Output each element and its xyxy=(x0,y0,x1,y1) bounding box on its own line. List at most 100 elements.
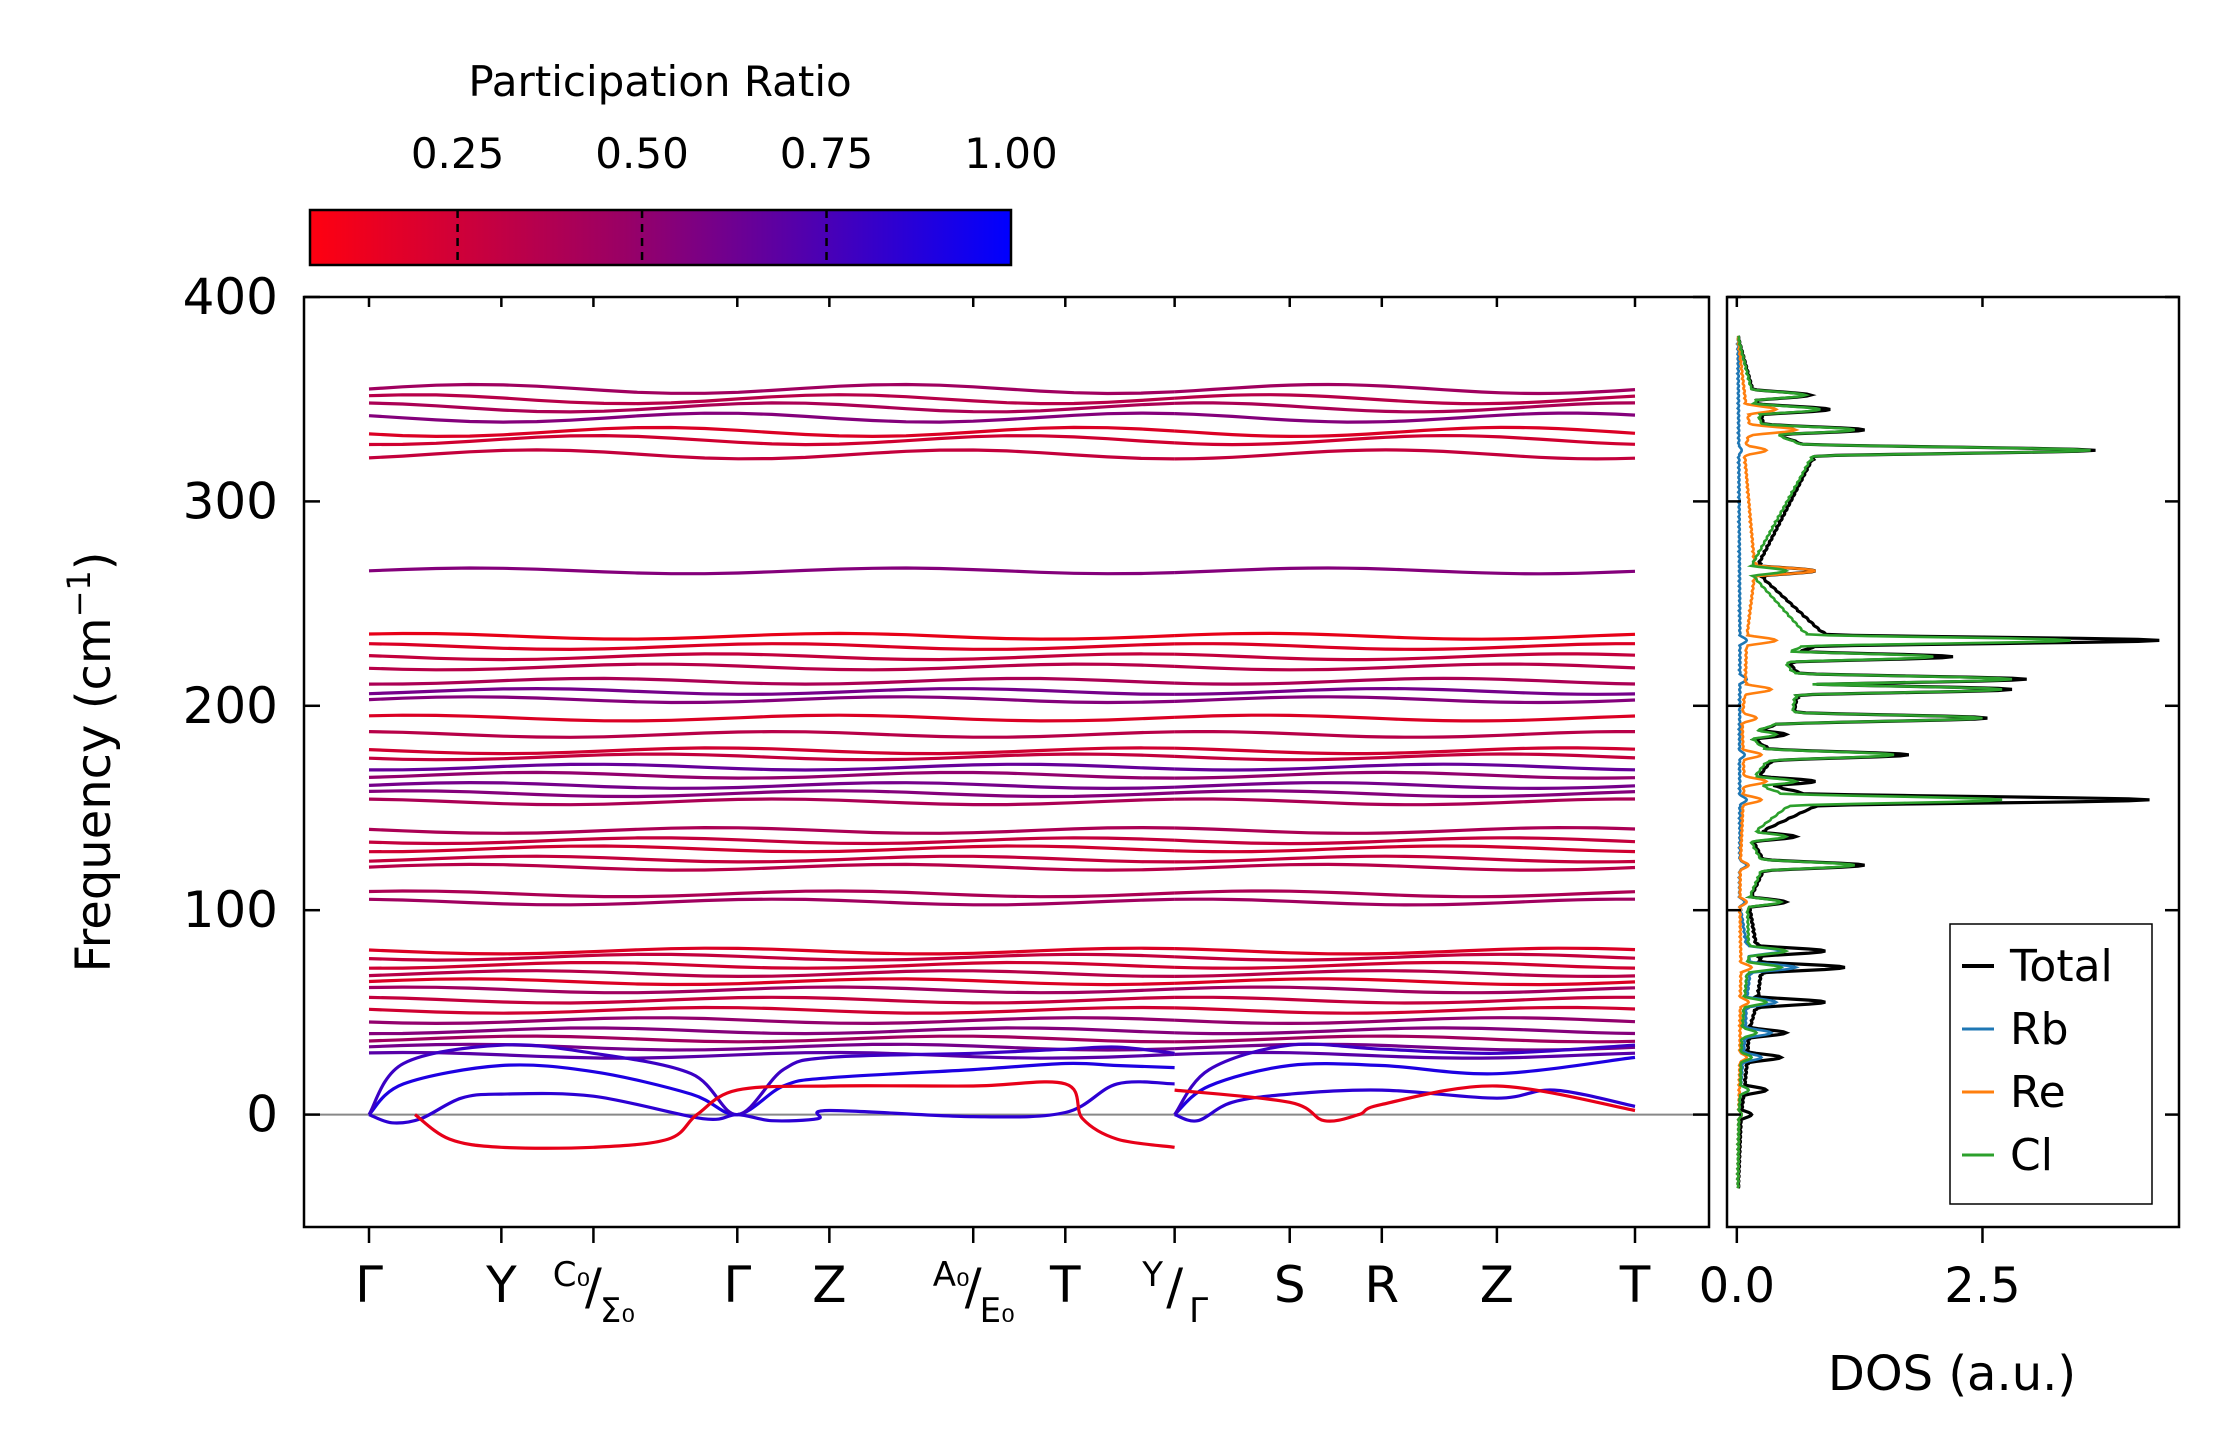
optical-band xyxy=(1174,1026,1636,1036)
colorbar-tick-label: 0.50 xyxy=(595,129,689,178)
colorbar: Participation Ratio 0.25 0.50 0.75 1.00 xyxy=(308,57,1058,267)
dos-curve-re xyxy=(1735,335,1816,1189)
optical-band xyxy=(1174,746,1636,756)
dos-x-ticks: 0.0 2.5 xyxy=(1699,297,2021,1314)
kpoint-label: Z xyxy=(812,1256,846,1314)
kpoint-label: Γ xyxy=(355,1256,383,1314)
optical-band xyxy=(368,686,1175,696)
dos-x-tick-label: 0.0 xyxy=(1699,1258,1775,1314)
optical-band xyxy=(368,729,1175,739)
kpoint-label-slash: / xyxy=(1166,1258,1183,1316)
acoustic-band xyxy=(367,1043,1175,1117)
dos-y-ticks xyxy=(1727,295,2179,1116)
optical-band xyxy=(368,566,1175,576)
dos-x-tick-label: 2.5 xyxy=(1944,1258,2020,1314)
colorbar-tick-label: 0.25 xyxy=(411,129,505,178)
optical-band xyxy=(368,780,1175,791)
optical-band xyxy=(1174,382,1636,396)
band-lines xyxy=(305,382,1708,1150)
optical-band xyxy=(368,797,1175,807)
ylabel-main: Frequency (cm xyxy=(66,617,122,972)
optical-band xyxy=(368,425,1175,439)
band-axes-frame xyxy=(302,295,1711,1229)
optical-band xyxy=(368,977,1175,987)
optical-band xyxy=(368,952,1175,962)
band-y-tick-label: 0 xyxy=(246,1086,278,1144)
kpoint-label-top: C₀ xyxy=(553,1255,590,1295)
optical-band xyxy=(368,642,1175,652)
optical-band xyxy=(1174,1005,1636,1015)
acoustic-band xyxy=(368,1080,1175,1125)
optical-band xyxy=(1174,752,1636,762)
optical-band xyxy=(368,862,1175,872)
optical-band xyxy=(368,393,1175,406)
optical-band xyxy=(368,770,1175,780)
optical-band xyxy=(368,897,1175,907)
optical-band xyxy=(368,433,1175,447)
optical-band xyxy=(1174,960,1636,970)
dos-lines xyxy=(1735,335,2160,1189)
optical-band xyxy=(368,1016,1175,1026)
band-y-tick-label: 100 xyxy=(183,881,278,939)
dos-x-axis-label: DOS (a.u.) xyxy=(1828,1346,2076,1402)
legend-label-re: Re xyxy=(2010,1067,2066,1118)
optical-band xyxy=(1174,401,1636,414)
optical-band xyxy=(1174,448,1636,461)
optical-band xyxy=(368,411,1175,424)
optical-band xyxy=(1174,713,1636,723)
optical-band xyxy=(1174,762,1636,772)
optical-band xyxy=(368,1005,1175,1015)
optical-band xyxy=(368,889,1175,899)
kpoint-label-slash: / xyxy=(585,1258,602,1316)
colorbar-tick-label: 1.00 xyxy=(964,129,1058,178)
optical-band xyxy=(1174,1034,1636,1044)
optical-band xyxy=(1174,889,1636,899)
optical-band xyxy=(1174,425,1636,439)
kpoint-label-slash: / xyxy=(965,1258,982,1316)
dos-axes-frame xyxy=(1725,295,2181,1229)
optical-band xyxy=(1174,862,1636,872)
kpoint-label: R xyxy=(1364,1256,1399,1314)
optical-band xyxy=(368,762,1175,772)
kpoint-label: T xyxy=(1049,1256,1081,1314)
optical-band xyxy=(1174,797,1635,807)
optical-band xyxy=(1174,952,1636,962)
dos-curve-cl xyxy=(1735,335,2091,1189)
optical-band xyxy=(368,631,1175,641)
optical-band xyxy=(1174,631,1636,641)
acoustic-band xyxy=(414,1080,1175,1150)
ylabel-superscript: −1 xyxy=(60,570,98,617)
optical-band xyxy=(1174,393,1636,406)
optical-band xyxy=(368,854,1175,864)
optical-band xyxy=(368,789,1175,799)
dos-curve-rb xyxy=(1735,335,1800,1189)
legend-frame xyxy=(1949,923,2153,1205)
optical-band xyxy=(368,844,1175,854)
optical-band xyxy=(1174,433,1636,447)
colorbar-gradient xyxy=(308,208,1013,267)
optical-band xyxy=(368,695,1175,705)
acoustic-band xyxy=(1173,1055,1636,1116)
optical-band xyxy=(368,652,1175,662)
band-y-tick-label: 200 xyxy=(183,677,278,735)
optical-band xyxy=(1174,686,1636,696)
optical-band xyxy=(368,995,1175,1005)
dos-panel: 0.0 2.5 DOS (a.u.) Total Rb Re Cl xyxy=(1699,295,2181,1402)
kpoint-label-bottom: E₀ xyxy=(980,1291,1015,1331)
optical-band xyxy=(1174,789,1636,799)
optical-band xyxy=(1174,662,1636,672)
optical-band xyxy=(368,713,1175,723)
kpoint-label: T xyxy=(1619,1256,1651,1314)
optical-band xyxy=(1174,836,1636,846)
legend-label-cl: Cl xyxy=(2010,1130,2053,1181)
band-x-ticks: Γ Y C₀/Σ₀ Γ Z A₀/E₀ T Y / Γ S R Z T xyxy=(355,297,1651,1331)
acoustic-band xyxy=(1174,1084,1636,1123)
optical-band xyxy=(368,985,1175,995)
kpoint-label-bottom: Γ xyxy=(1189,1291,1208,1331)
optical-band xyxy=(1174,652,1636,662)
kpoint-label: Γ xyxy=(723,1256,751,1314)
optical-band xyxy=(368,401,1175,414)
kpoint-label: Z xyxy=(1480,1256,1514,1314)
